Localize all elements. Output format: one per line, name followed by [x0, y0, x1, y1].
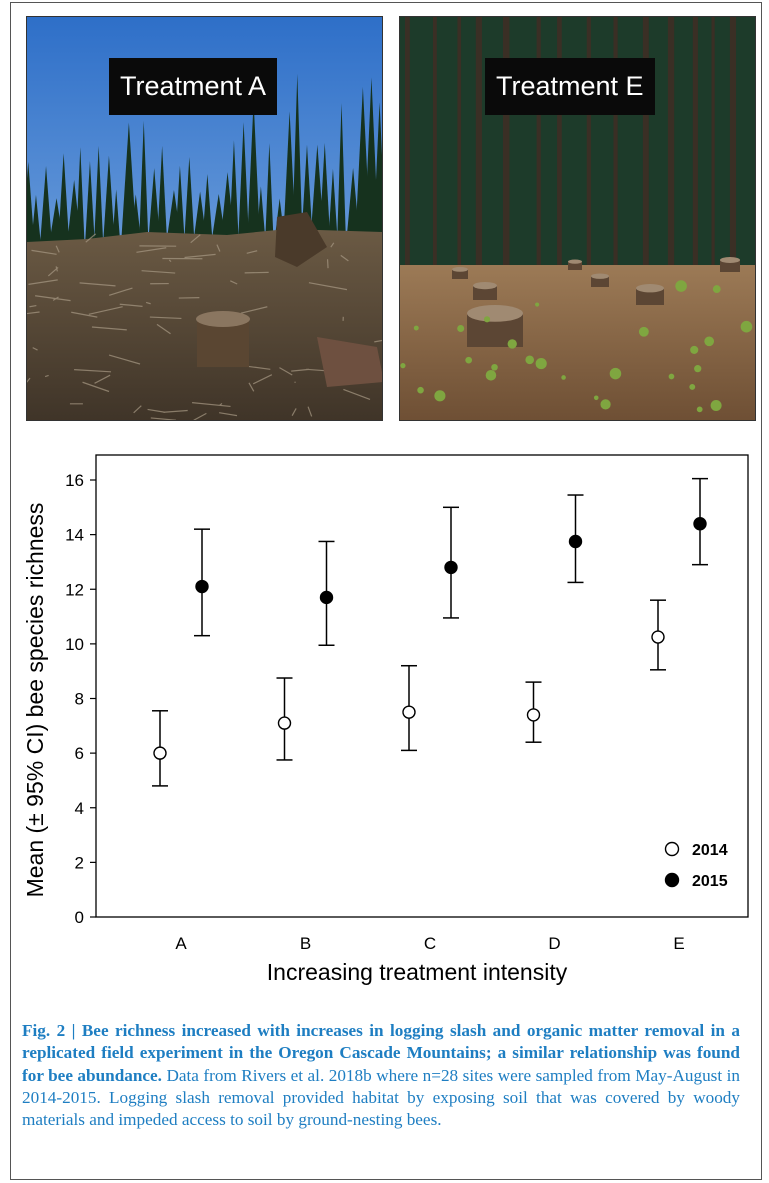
caption-bold: Fig. 2 | Bee richness increased with inc…	[22, 1021, 740, 1085]
richness-chart: Mean (± 95% CI) bee species richness Inc…	[22, 454, 749, 985]
legend-marker-2014	[664, 841, 680, 857]
plot-area	[95, 454, 749, 918]
legend-marker-2015	[664, 872, 680, 888]
data-point-2015	[693, 516, 707, 531]
photo-label-right: Treatment E	[485, 58, 655, 115]
y-tick-label: 16	[65, 471, 84, 490]
y-axis-label: Mean (± 95% CI) bee species richness	[22, 503, 48, 898]
photo-treatment-e: Treatment E	[399, 16, 756, 421]
x-tick-label: C	[424, 934, 436, 953]
y-tick-label: 0	[75, 908, 84, 927]
figure-caption: Fig. 2 | Bee richness increased with inc…	[22, 1020, 740, 1131]
legend-label-2014: 2014	[692, 842, 728, 859]
x-tick-label: A	[175, 934, 187, 953]
y-tick-label: 2	[75, 853, 84, 872]
photo-treatment-a: Treatment A	[26, 16, 383, 421]
data-point-2015	[568, 534, 583, 549]
y-tick-label: 6	[75, 744, 84, 763]
data-point-2014	[277, 716, 292, 730]
x-tick-label: D	[548, 934, 560, 953]
forest-photo-e	[400, 17, 755, 420]
x-axis-label: Increasing treatment intensity	[267, 959, 568, 985]
x-tick-label: E	[673, 934, 684, 953]
data-point-2015	[195, 579, 209, 594]
legend-label-2015: 2015	[692, 873, 728, 890]
data-point-2014	[402, 705, 416, 719]
y-tick-label: 12	[65, 580, 84, 599]
data-point-2014	[651, 630, 665, 644]
y-tick-label: 10	[65, 635, 84, 654]
data-point-2014	[526, 708, 541, 722]
data-point-2015	[319, 590, 334, 605]
y-tick-label: 4	[75, 799, 84, 818]
photo-label-left: Treatment A	[109, 58, 278, 115]
y-tick-label: 14	[65, 526, 84, 545]
data-point-2014	[153, 746, 167, 760]
caption-text: Data from Rivers et al. 2018b where n=28…	[22, 1065, 740, 1130]
data-point-2015	[444, 560, 458, 575]
y-tick-label: 8	[75, 690, 84, 709]
x-tick-label: B	[300, 934, 311, 953]
